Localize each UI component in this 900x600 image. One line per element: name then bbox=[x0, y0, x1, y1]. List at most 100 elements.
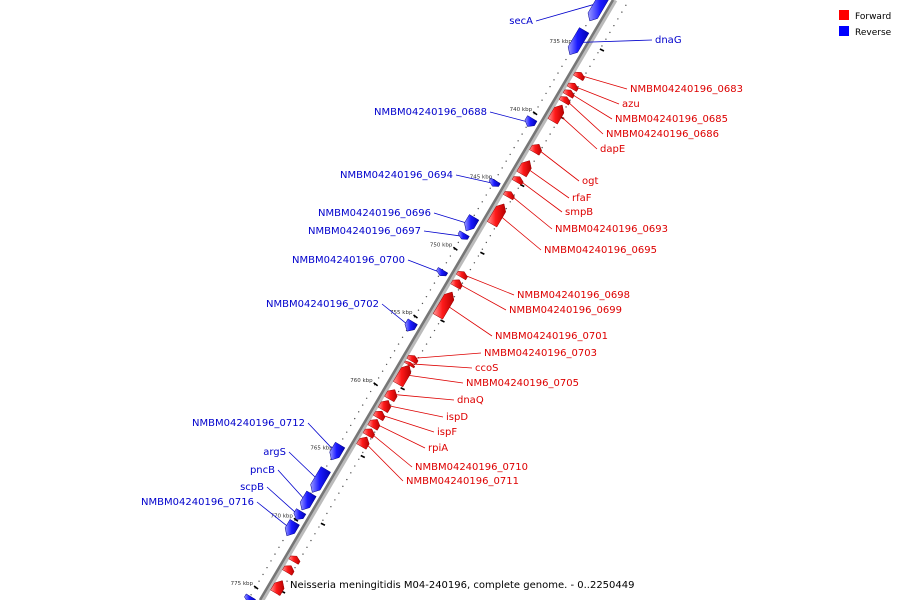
gene-arrow bbox=[362, 428, 375, 439]
gene-label: azu bbox=[622, 99, 640, 110]
gene-label: ccoS bbox=[475, 363, 498, 374]
major-tick-mark bbox=[480, 251, 485, 255]
tick-dot-right bbox=[481, 248, 484, 250]
gene-arrow-unlabeled bbox=[244, 593, 256, 600]
major-tick-mark bbox=[452, 246, 458, 251]
gene-arrow bbox=[329, 441, 346, 461]
tick-dot-right bbox=[338, 492, 340, 494]
tick-label: 750 kbp bbox=[430, 242, 453, 248]
gene-arrow bbox=[457, 230, 470, 240]
gene-label: ogt bbox=[582, 176, 598, 187]
tick-dot-left bbox=[429, 289, 432, 291]
gene-arrow-unlabeled bbox=[270, 580, 285, 596]
gene-label: NMBM04240196_0697 bbox=[308, 226, 421, 237]
legend-forward-label: Forward bbox=[855, 12, 891, 22]
tick-dot-right bbox=[389, 404, 392, 406]
tick-dot-right bbox=[477, 255, 480, 257]
tick-dot-left bbox=[401, 336, 404, 339]
tick-dot-right bbox=[346, 478, 348, 481]
tick-dot-left bbox=[425, 295, 428, 298]
tick-dot-left bbox=[393, 350, 396, 352]
gene-arrow bbox=[455, 271, 468, 281]
label-leader-line bbox=[573, 85, 620, 105]
tick-dot-right bbox=[605, 38, 607, 40]
tick-dot-right bbox=[469, 268, 472, 271]
tick-label: 770 kbp bbox=[270, 513, 293, 519]
tick-dot-right bbox=[374, 431, 376, 433]
label-leaders bbox=[256, 2, 653, 530]
gene-label: smpB bbox=[565, 207, 593, 218]
gene-arrow bbox=[310, 466, 331, 493]
tick-dot-right bbox=[549, 133, 551, 135]
tick-dot-left bbox=[485, 194, 487, 196]
tick-dot-left bbox=[585, 24, 587, 27]
tick-dot-left bbox=[369, 390, 372, 393]
tick-dot-left bbox=[557, 72, 559, 74]
gene-label: argS bbox=[263, 447, 286, 458]
tick-dot-left bbox=[537, 106, 539, 108]
tick-dot-left bbox=[505, 160, 507, 162]
major-tick-mark bbox=[532, 111, 538, 116]
label-leader-line bbox=[369, 431, 413, 468]
tick-dot-right bbox=[302, 553, 304, 555]
gene-arrow-unlabeled bbox=[282, 565, 295, 576]
gene-arrow bbox=[464, 214, 480, 232]
tick-dot-left bbox=[561, 65, 563, 68]
tick-dot-right bbox=[314, 533, 316, 535]
tick-dot-left bbox=[377, 377, 380, 379]
gene-arrow bbox=[587, 0, 609, 22]
tick-dot-left bbox=[501, 167, 503, 169]
tick-dot-right bbox=[457, 289, 460, 291]
gene-arrow bbox=[573, 71, 585, 82]
tick-dot-left bbox=[361, 404, 364, 406]
gene-label: NMBM04240196_0700 bbox=[292, 255, 405, 266]
gene-arrow bbox=[450, 279, 463, 290]
tick-dot-right bbox=[601, 45, 603, 47]
tick-dot-left bbox=[497, 174, 499, 176]
tick-label: 740 kbp bbox=[510, 107, 533, 113]
label-leader-line bbox=[525, 167, 570, 199]
tick-label: 755 kbp bbox=[390, 310, 413, 316]
label-leader-line bbox=[407, 259, 442, 274]
backbone-shadow bbox=[259, 0, 618, 600]
tick-dot-left bbox=[357, 411, 360, 413]
tick-dot-right bbox=[565, 106, 567, 108]
tick-dot-right bbox=[517, 187, 519, 189]
sequence-backbone bbox=[258, 0, 615, 600]
tick-dot-right bbox=[505, 207, 507, 210]
tick-dot-left bbox=[553, 79, 555, 81]
tick-dot-left bbox=[250, 594, 252, 596]
tick-dot-right bbox=[358, 458, 360, 460]
gene-arrow bbox=[558, 96, 571, 106]
label-leader-line bbox=[409, 363, 473, 369]
tick-dot-left bbox=[421, 302, 424, 305]
label-leader-line bbox=[462, 274, 515, 296]
gene-arrow bbox=[432, 291, 455, 320]
tick-dot-right bbox=[294, 566, 296, 569]
tick-dot-left bbox=[381, 370, 384, 372]
gene-arrow bbox=[404, 360, 416, 369]
major-tick-mark bbox=[440, 319, 445, 323]
legend-reverse-label: Reverse bbox=[855, 28, 892, 38]
tick-dot-right bbox=[370, 438, 372, 440]
tick-dot-right bbox=[489, 235, 492, 237]
gene-label: NMBM04240196_0699 bbox=[509, 305, 622, 316]
tick-dot-left bbox=[397, 343, 400, 345]
gene-label: ispF bbox=[437, 427, 457, 438]
label-leader-line bbox=[307, 422, 337, 453]
gene-arrow bbox=[299, 490, 317, 511]
tick-dot-right bbox=[354, 465, 356, 467]
label-leader-line bbox=[489, 111, 531, 123]
tick-dot-right bbox=[625, 4, 627, 7]
tick-dot-right bbox=[330, 506, 332, 508]
gene-arrow bbox=[516, 160, 532, 178]
gene-label: dnaG bbox=[655, 35, 682, 46]
tick-dot-left bbox=[517, 140, 519, 142]
gene-label: NMBM04240196_0685 bbox=[615, 114, 728, 125]
tick-dot-left bbox=[473, 214, 475, 217]
tick-dot-left bbox=[274, 553, 276, 555]
tick-dot-right bbox=[397, 390, 400, 393]
major-tick-mark bbox=[373, 382, 379, 387]
tick-dot-left bbox=[389, 356, 392, 359]
